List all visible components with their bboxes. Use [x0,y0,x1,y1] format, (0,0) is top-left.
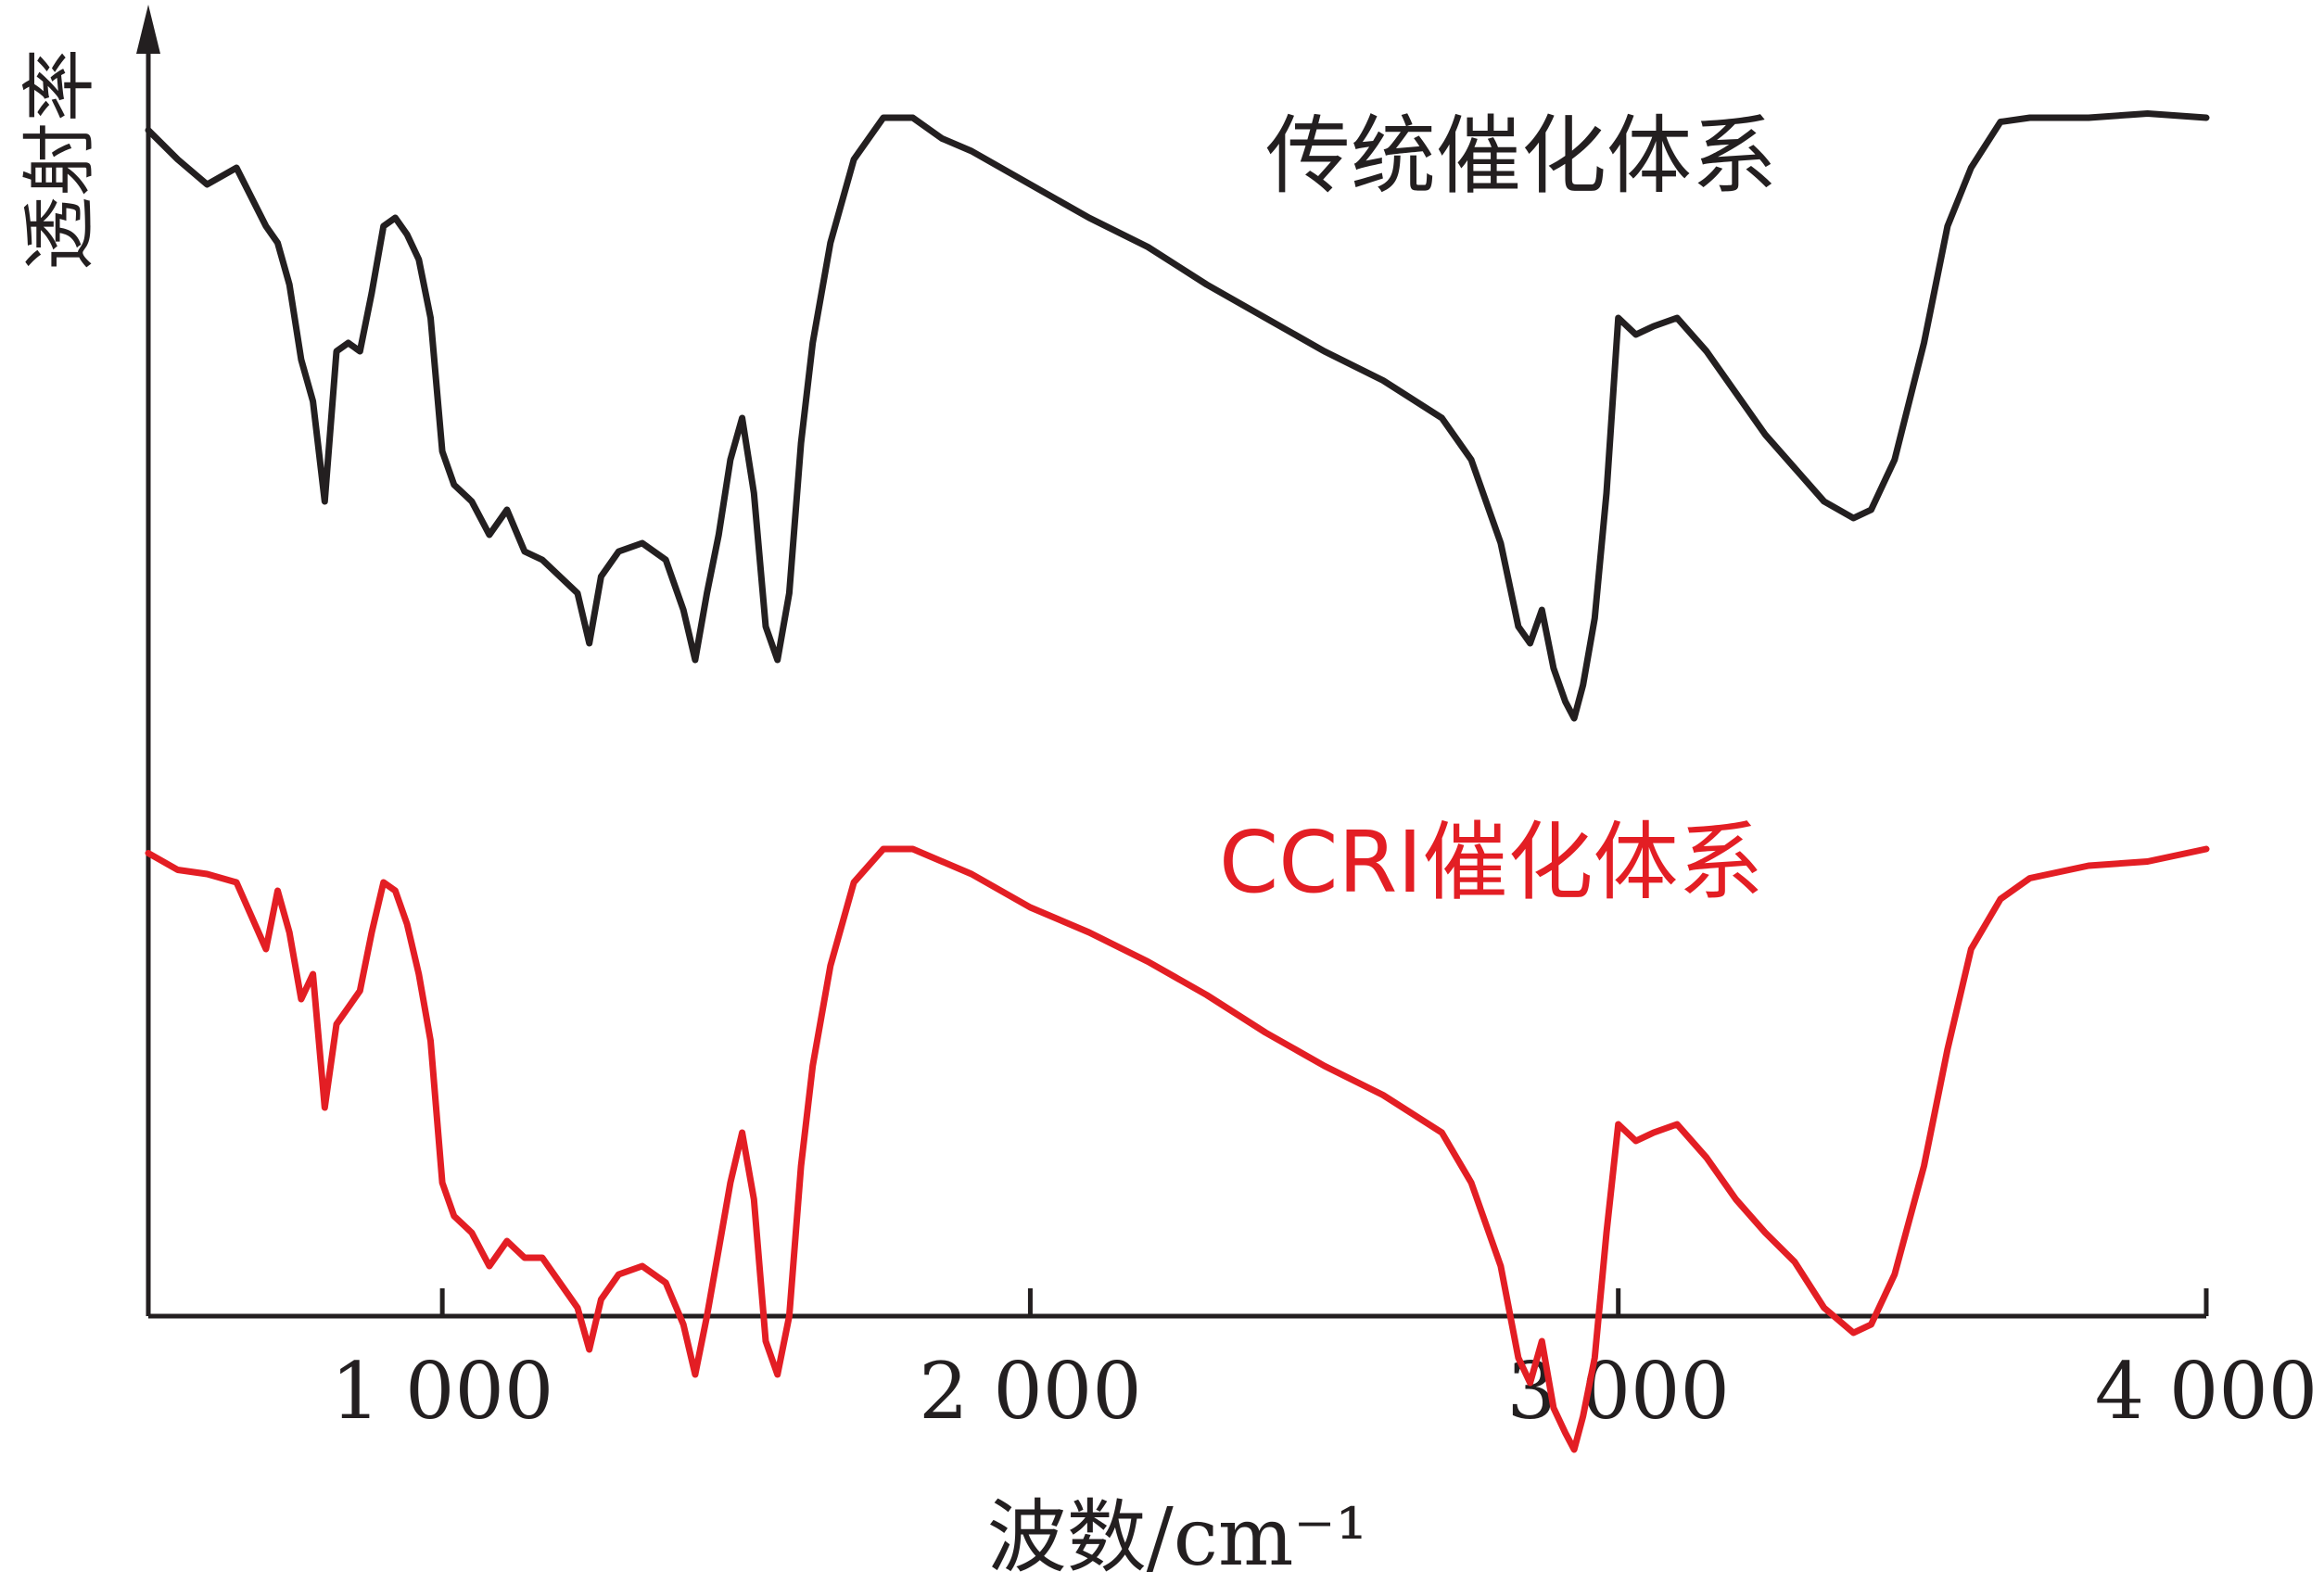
x-tick-label: 4 000 [2095,1346,2318,1437]
x-axis-label: 波数/cm⁻¹ [987,1491,1368,1584]
series-label-traditional: 传统催化体系 [1265,107,1777,206]
y-axis-label: 透射率 [17,48,103,271]
x-axis-tick-labels: 1 000 2 000 3 000 4 000 [331,1346,2318,1437]
x-tick-label: 1 000 [331,1346,553,1437]
series-ccri-group [145,845,2210,1453]
series-traditional-group [145,110,2210,722]
x-tick-label: 3 000 [1506,1346,1729,1437]
x-axis-ticks [439,1288,2209,1316]
series-label-ccri: CCRI催化体系 [1219,813,1764,912]
series-line-traditional [145,110,2210,722]
x-tick-label: 2 000 [919,1346,1141,1437]
series-line-ccri [145,845,2210,1453]
y-axis-arrow [136,5,160,54]
